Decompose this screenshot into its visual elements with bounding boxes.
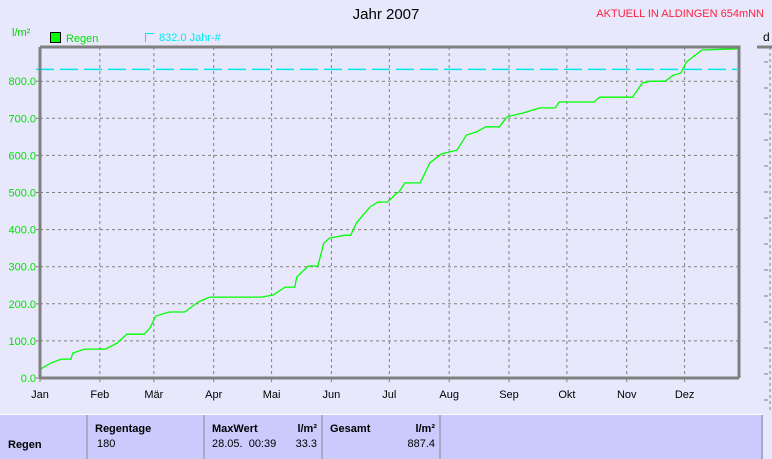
x-tick-label: Nov <box>617 389 637 401</box>
chart-title: Jahr 2007 <box>352 6 420 23</box>
rain-chart: 0.0 100.0 200.0 300.0 400.0 500.0 600.0 700.0 80… <box>8 45 772 412</box>
y-axis-unit: l/m² <box>12 27 31 39</box>
x-tick-label: Mai <box>263 389 281 401</box>
gesamt-unit: l/m² <box>415 423 435 435</box>
y-tick-label: 700.0 <box>8 113 36 125</box>
maxwert-unit: l/m² <box>297 423 317 435</box>
regentage-value: 180 <box>97 438 116 450</box>
x-tick-label: Aug <box>439 389 459 401</box>
regentage-header: Regentage <box>95 423 152 435</box>
x-tick-label: Mär <box>144 389 163 401</box>
gesamt-cell: Gesamt l/m² 887.4 <box>323 415 441 459</box>
x-tick-label: Feb <box>90 389 109 401</box>
maxwert-cell: MaxWert l/m² 28.05. 00:39 33.3 <box>205 415 323 459</box>
maxwert-date: 28.05. 00:39 <box>212 438 277 450</box>
x-tick-label: Jul <box>382 389 396 401</box>
x-tick-label: Apr <box>205 389 222 401</box>
legend-label: 832.0 Jahr-# <box>159 32 221 44</box>
station-label: AKTUELL IN ALDINGEN 654mNN <box>596 8 764 20</box>
row-label: Regen <box>8 439 42 451</box>
y-tick-label: 0.0 <box>21 373 36 385</box>
summary-table: Regen Regentage 180 MaxWert l/m² 28.05. … <box>0 414 763 459</box>
x-tick-label: Sep <box>499 389 519 401</box>
empty-cell <box>441 415 763 459</box>
plot-frame <box>40 45 741 378</box>
right-panel-label: d <box>763 30 770 44</box>
legend-item-reference: 832.0 Jahr-# <box>145 32 221 44</box>
y-tick-label: 500.0 <box>8 188 36 200</box>
legend-label: Regen <box>66 33 99 45</box>
gesamt-value: 887.4 <box>407 438 435 450</box>
maxwert-header: MaxWert <box>212 423 258 435</box>
x-tick-label: Jan <box>31 389 49 401</box>
row-label-cell: Regen <box>0 415 88 459</box>
x-tick-label: Okt <box>558 389 575 401</box>
x-tick-label: Dez <box>675 389 695 401</box>
y-tick-label: 200.0 <box>8 299 36 311</box>
y-tick-label: 600.0 <box>8 150 36 162</box>
y-tick-label: 400.0 <box>8 225 36 237</box>
maxwert-value: 33.3 <box>295 438 317 450</box>
legend-swatch-reference <box>145 33 154 42</box>
legend-item-regen: Regen <box>50 32 98 45</box>
legend-swatch-regen <box>50 32 61 43</box>
regentage-cell: Regentage 180 <box>88 415 205 459</box>
series-line-regen <box>39 48 739 371</box>
gesamt-header: Gesamt <box>330 423 371 435</box>
y-tick-label: 100.0 <box>8 336 36 348</box>
x-tick-label: Jun <box>323 389 341 401</box>
y-tick-label: 800.0 <box>8 76 36 88</box>
y-tick-label: 300.0 <box>8 262 36 274</box>
